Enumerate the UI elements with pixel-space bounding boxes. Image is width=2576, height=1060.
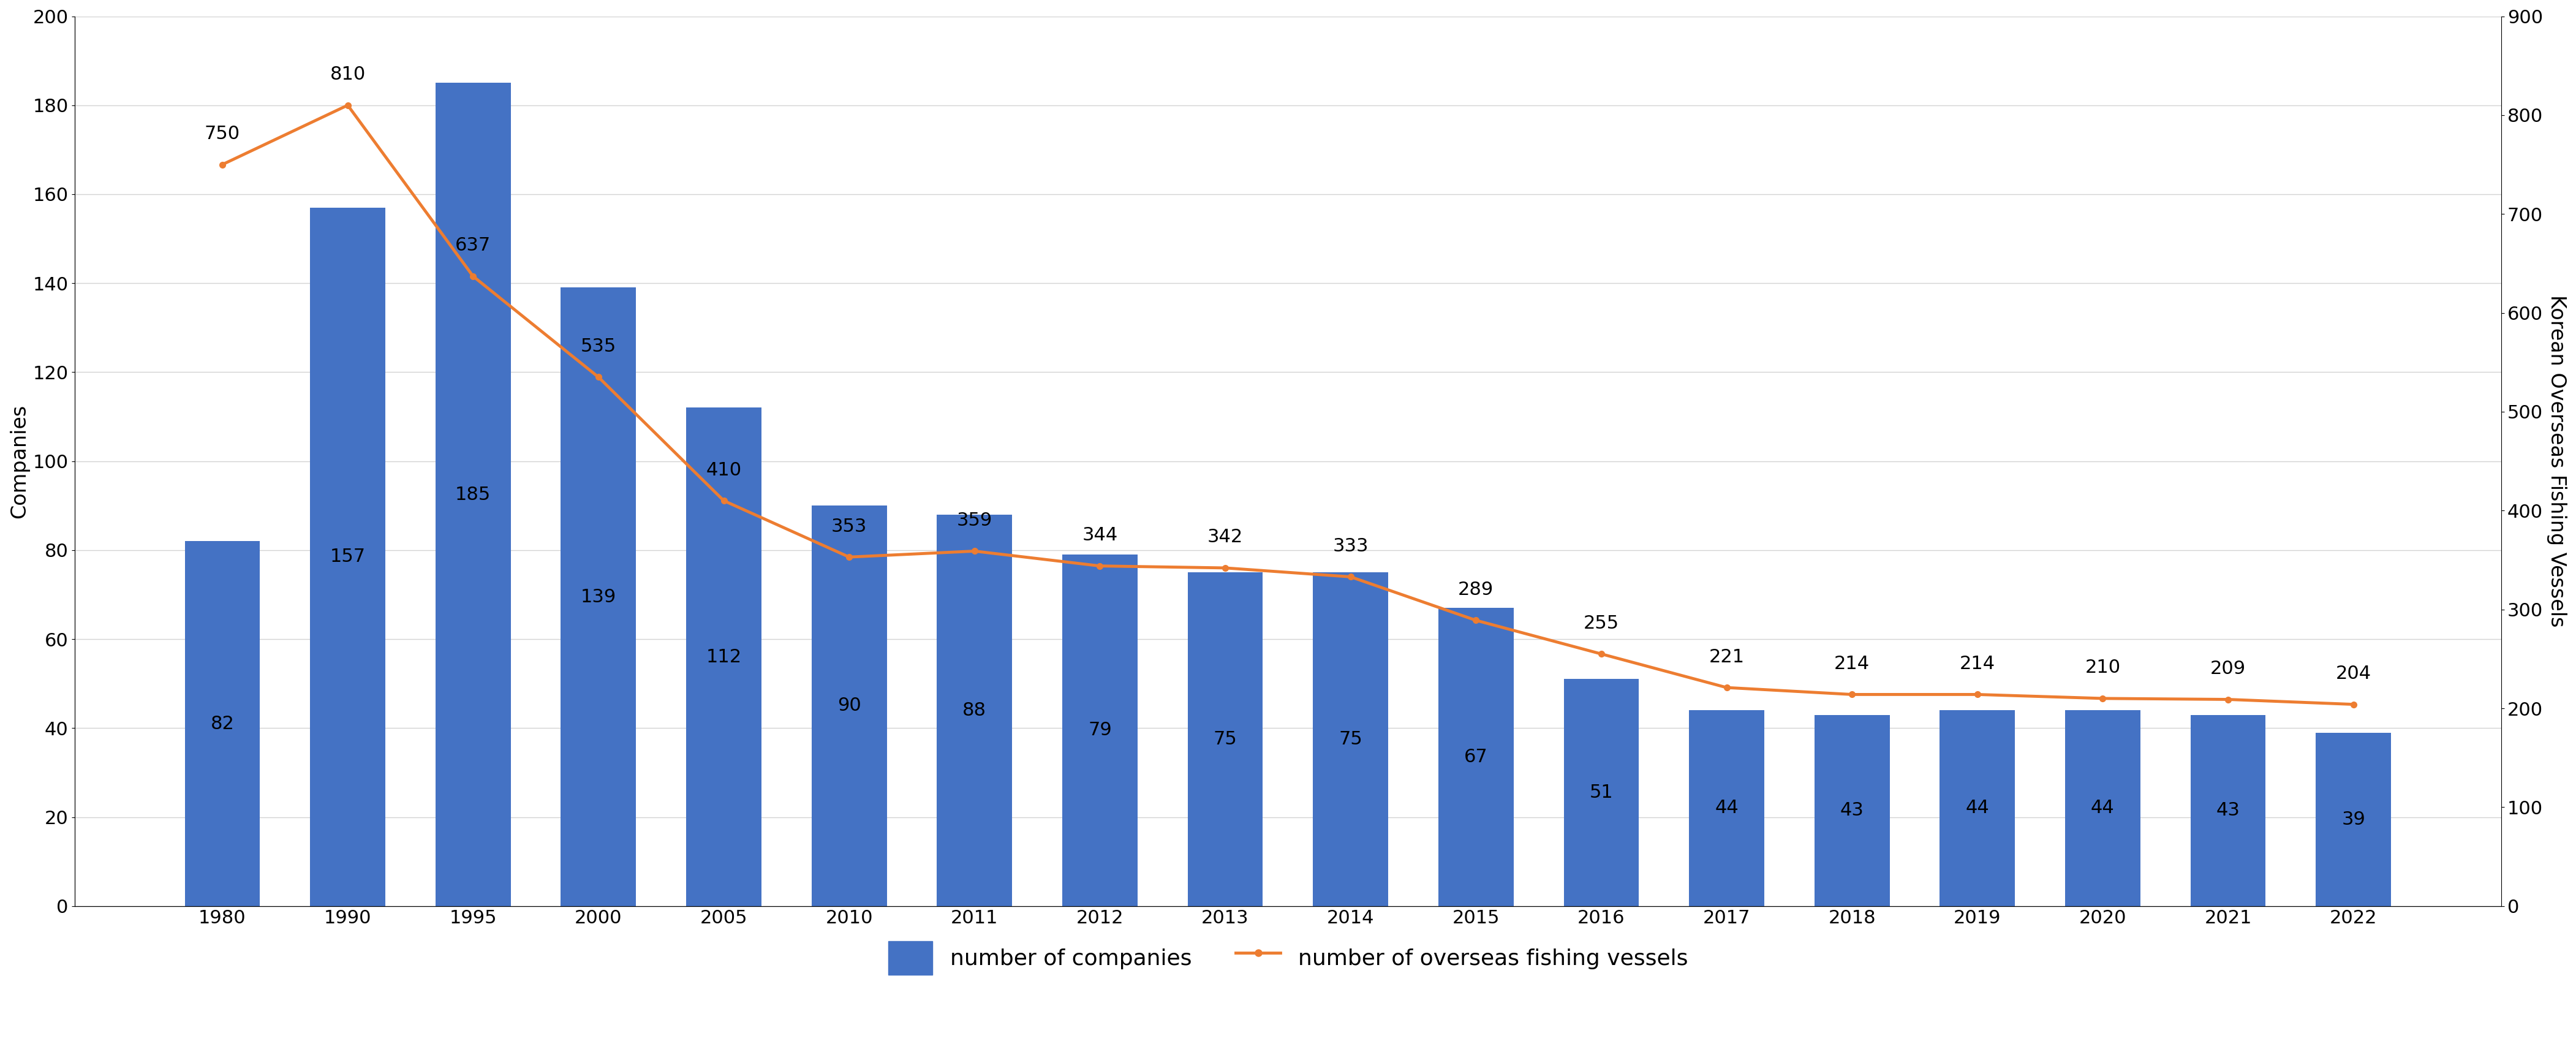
Bar xyxy=(435,83,510,906)
Text: 333: 333 xyxy=(1332,537,1368,555)
Bar xyxy=(1564,679,1638,906)
Text: 185: 185 xyxy=(456,485,492,504)
Text: 51: 51 xyxy=(1589,783,1613,801)
Bar xyxy=(1814,714,1891,906)
Text: 221: 221 xyxy=(1708,648,1744,666)
Text: 342: 342 xyxy=(1208,528,1244,546)
Text: 204: 204 xyxy=(2336,665,2372,683)
Text: 112: 112 xyxy=(706,648,742,666)
Text: 410: 410 xyxy=(706,461,742,479)
Bar xyxy=(811,506,886,906)
Text: 535: 535 xyxy=(580,337,616,355)
Bar xyxy=(1690,710,1765,906)
Text: 82: 82 xyxy=(211,714,234,732)
Bar xyxy=(2190,714,2267,906)
Text: 344: 344 xyxy=(1082,527,1118,544)
Text: 210: 210 xyxy=(2084,659,2120,676)
Bar xyxy=(2316,732,2391,906)
Y-axis label: Companies: Companies xyxy=(10,404,28,518)
Text: 353: 353 xyxy=(832,517,868,535)
Text: 88: 88 xyxy=(963,702,987,719)
Text: 209: 209 xyxy=(2210,660,2246,677)
Bar xyxy=(1061,554,1139,906)
Text: 44: 44 xyxy=(1716,799,1739,817)
Text: 79: 79 xyxy=(1087,722,1113,739)
Bar xyxy=(938,514,1012,906)
Bar xyxy=(1940,710,2014,906)
Text: 289: 289 xyxy=(1458,581,1494,599)
Text: 75: 75 xyxy=(1340,730,1363,748)
Y-axis label: Korean Overseas Fishing Vessels: Korean Overseas Fishing Vessels xyxy=(2548,295,2566,628)
Text: 43: 43 xyxy=(2215,801,2241,819)
Text: 67: 67 xyxy=(1463,748,1489,766)
Bar xyxy=(1314,572,1388,906)
Text: 44: 44 xyxy=(1965,799,1989,817)
Text: 43: 43 xyxy=(1839,801,1865,819)
Bar xyxy=(185,542,260,906)
Text: 637: 637 xyxy=(456,236,492,254)
Text: 810: 810 xyxy=(330,66,366,84)
Text: 44: 44 xyxy=(2092,799,2115,817)
Text: 90: 90 xyxy=(837,697,860,714)
Bar xyxy=(1437,608,1515,906)
Text: 157: 157 xyxy=(330,548,366,566)
Text: 75: 75 xyxy=(1213,730,1236,748)
Bar xyxy=(685,408,762,906)
Text: 255: 255 xyxy=(1584,615,1620,632)
Bar xyxy=(2066,710,2141,906)
Bar xyxy=(309,208,386,906)
Text: 750: 750 xyxy=(204,125,240,143)
Text: 39: 39 xyxy=(2342,811,2365,828)
Text: 139: 139 xyxy=(580,588,616,605)
Bar xyxy=(562,287,636,906)
Legend: number of companies, number of overseas fishing vessels: number of companies, number of overseas … xyxy=(878,932,1698,984)
Text: 214: 214 xyxy=(1960,655,1996,673)
Text: 359: 359 xyxy=(956,512,992,529)
Bar xyxy=(1188,572,1262,906)
Text: 214: 214 xyxy=(1834,655,1870,673)
